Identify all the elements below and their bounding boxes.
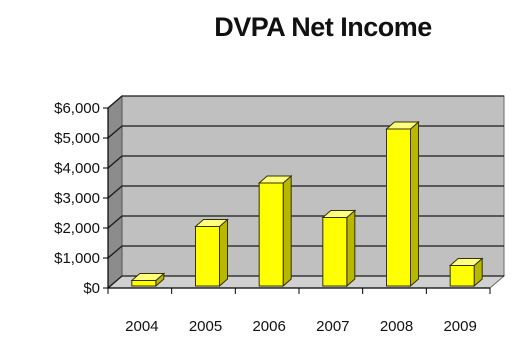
x-tick-label: 2004 <box>125 318 158 335</box>
bar-side <box>346 209 356 288</box>
y-tick-label: $4,000 <box>54 160 100 177</box>
y-tick-label: $0 <box>83 280 100 297</box>
bar-side <box>219 218 228 288</box>
x-tick-label: 2005 <box>189 318 222 335</box>
bar <box>448 257 484 288</box>
gridline <box>107 245 504 259</box>
x-tick-label: 2009 <box>443 318 476 335</box>
gridline <box>107 215 504 229</box>
y-tick-label: $2,000 <box>54 220 100 237</box>
gridline <box>107 125 504 139</box>
bar-front <box>258 182 284 287</box>
floor <box>106 275 506 289</box>
bar-front <box>386 128 411 287</box>
gridline <box>107 155 504 169</box>
chart-title: DVPA Net Income <box>214 12 432 42</box>
y-tick-label: $3,000 <box>54 190 100 207</box>
x-tick-label: 2007 <box>316 318 349 335</box>
bar <box>194 218 229 288</box>
bar-front <box>322 217 348 287</box>
bar-front <box>449 265 475 287</box>
gridline <box>107 185 504 199</box>
y-tick-label: $6,000 <box>54 100 100 117</box>
bar-side <box>410 120 419 288</box>
y-tick-label: $1,000 <box>54 250 100 267</box>
x-tick-label: 2006 <box>252 318 285 335</box>
gridline <box>107 95 504 109</box>
bar <box>130 272 166 288</box>
bar <box>385 120 420 288</box>
bar-front <box>131 280 157 287</box>
bar <box>257 174 293 288</box>
gridline <box>107 275 504 289</box>
bar <box>321 209 357 288</box>
x-tick-label: 2008 <box>380 318 413 335</box>
bar-side <box>282 174 292 288</box>
bar-front <box>195 226 220 287</box>
y-tick-label: $5,000 <box>54 130 100 147</box>
